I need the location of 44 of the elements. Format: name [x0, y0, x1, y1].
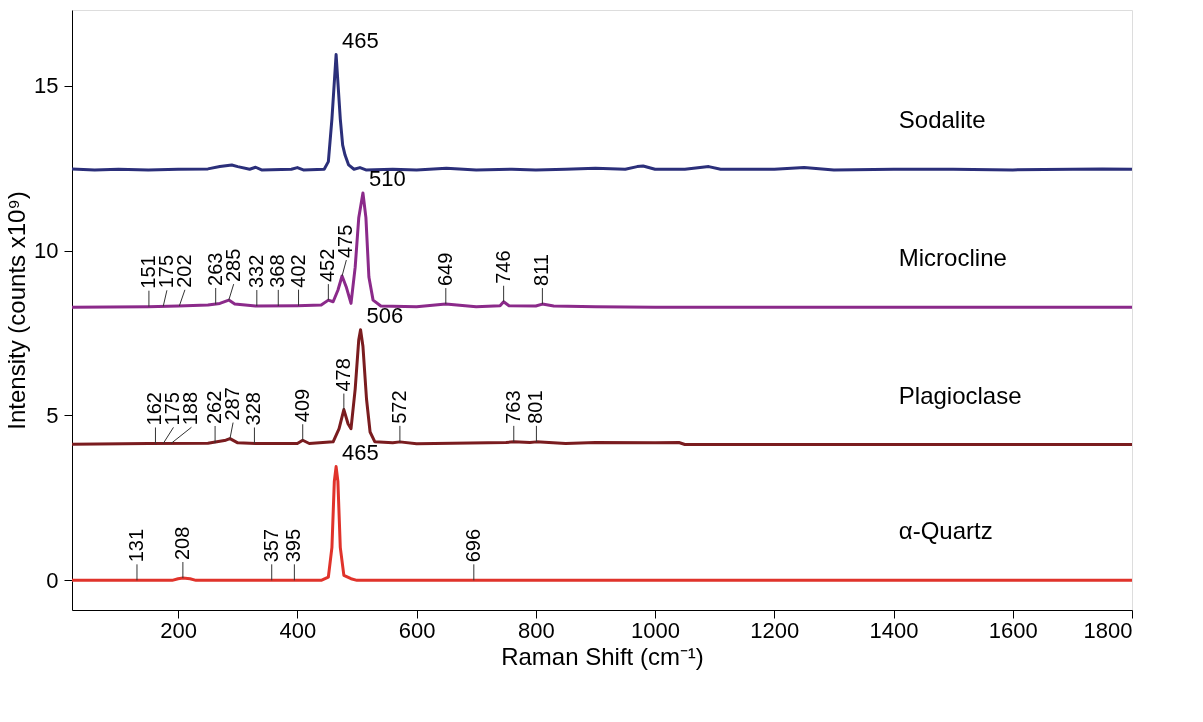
line-series — [70, 328, 1134, 447]
annotation: 131 — [124, 528, 147, 563]
annotation: 395 — [282, 528, 305, 563]
annotation: 465 — [342, 439, 379, 465]
annotation: 328 — [242, 392, 265, 426]
annotation: 649 — [433, 252, 456, 287]
y-axis-title: Intensity (counts x10⁹) — [3, 191, 31, 430]
annotation: 696 — [461, 528, 484, 563]
annotation: 478 — [331, 358, 354, 392]
annotation: 763 — [501, 390, 524, 424]
annotation: 801 — [524, 390, 547, 424]
x-tick-label: 200 — [160, 617, 197, 643]
annotation: 402 — [286, 254, 309, 288]
annotation: 357 — [259, 528, 282, 563]
y-tick-label: 15 — [34, 73, 59, 99]
x-tick-label: 1000 — [631, 617, 681, 643]
annotation: 208 — [170, 526, 193, 561]
x-tick-label: 1400 — [869, 617, 919, 643]
annotation: 811 — [530, 254, 553, 287]
annotation: 510 — [368, 165, 406, 191]
annotation: 506 — [366, 302, 404, 328]
series-label: Microcline — [898, 244, 1007, 272]
line-series — [70, 53, 1134, 172]
annotation: 368 — [266, 254, 289, 288]
annotation: 465 — [342, 27, 379, 53]
annotation: 572 — [387, 390, 410, 424]
series-label: Sodalite — [898, 106, 986, 134]
x-tick-label: 1800 — [1083, 617, 1133, 643]
annotation: 409 — [290, 388, 313, 423]
annotation: 746 — [491, 250, 514, 284]
line-series — [70, 465, 1134, 582]
x-tick-label: 800 — [517, 617, 555, 643]
line-series — [70, 191, 1134, 309]
y-tick-label: 0 — [46, 567, 59, 593]
annotation: 332 — [244, 254, 267, 289]
y-tick-label: 5 — [46, 402, 59, 428]
x-axis-title: Raman Shift (cm⁻¹) — [501, 642, 704, 670]
y-tick-label: 10 — [34, 238, 59, 264]
x-tick-label: 1200 — [750, 617, 800, 643]
x-tick-label: 400 — [279, 617, 317, 643]
series-label: Plagioclase — [898, 381, 1022, 409]
x-tick-label: 1600 — [988, 617, 1038, 643]
x-tick-label: 600 — [398, 617, 436, 643]
series-label: α-Quartz — [898, 517, 993, 545]
